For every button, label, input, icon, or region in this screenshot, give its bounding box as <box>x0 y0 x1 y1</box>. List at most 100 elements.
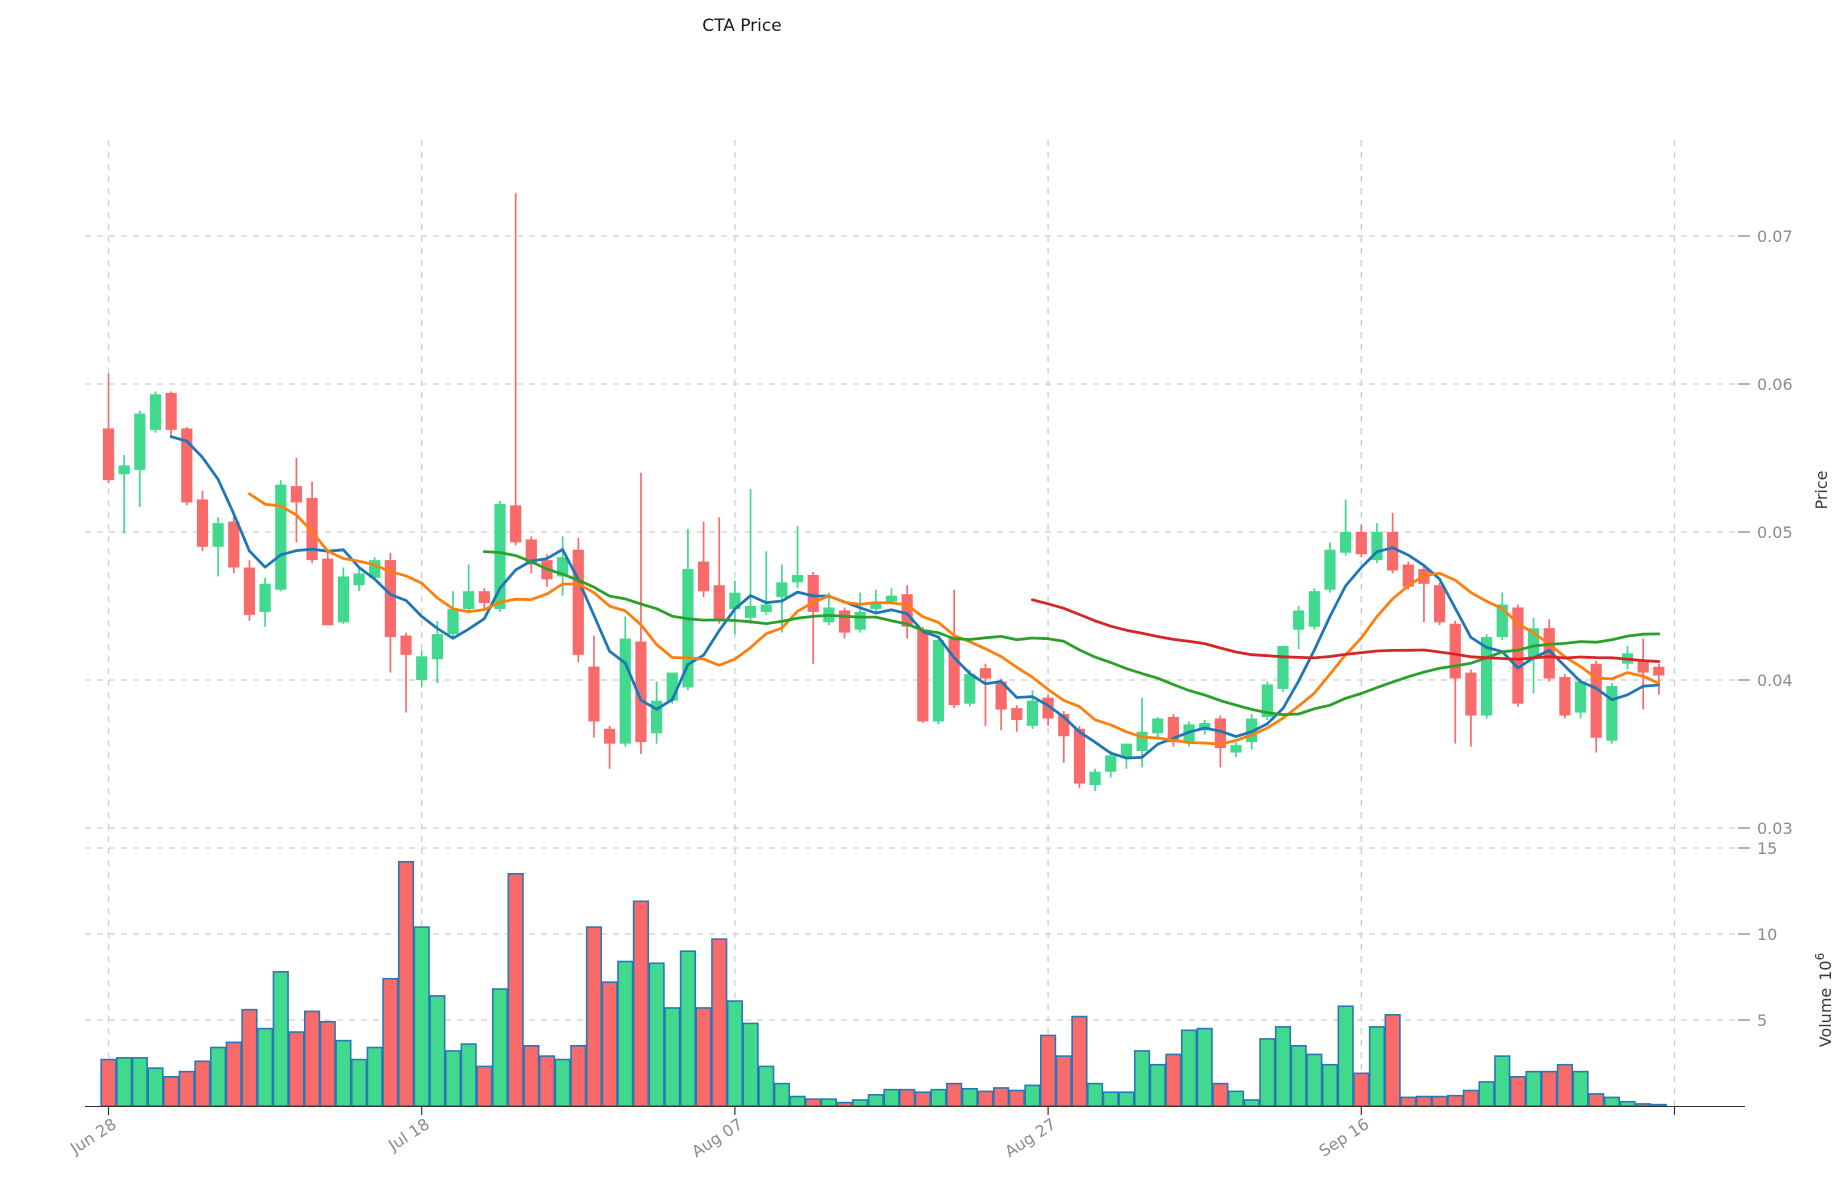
candle-body <box>1465 672 1477 716</box>
candle-body <box>697 561 710 592</box>
candle <box>322 551 334 626</box>
candle-body <box>181 428 193 503</box>
candle <box>1293 606 1305 649</box>
candle-body <box>102 428 115 481</box>
candle <box>1606 682 1618 744</box>
candle-body <box>1512 607 1524 704</box>
candle-body <box>666 672 678 701</box>
candle <box>431 620 443 683</box>
volume-bar <box>711 938 728 1107</box>
candle-body <box>651 700 663 734</box>
candle-body <box>1434 585 1446 623</box>
volume-bar <box>1102 1091 1119 1107</box>
volume-bar <box>946 1082 963 1107</box>
volume-bar <box>1055 1055 1072 1107</box>
volume-bar <box>977 1090 994 1107</box>
candle-body <box>1480 637 1493 716</box>
date-tick-label: Jun 28 <box>66 1114 120 1158</box>
volume-bar <box>1227 1090 1245 1107</box>
candle-body <box>1152 718 1164 734</box>
candle <box>525 536 537 574</box>
candle-body <box>353 573 365 586</box>
ma-slow-line <box>482 550 1661 717</box>
candle <box>1355 524 1367 558</box>
volume-bar <box>852 1099 869 1107</box>
candle <box>651 681 663 744</box>
volume-bar <box>303 1010 321 1107</box>
candle <box>149 391 162 433</box>
candle <box>1387 512 1399 574</box>
candle <box>838 607 851 639</box>
candle-body <box>1214 718 1226 749</box>
volume-bar <box>1619 1100 1636 1107</box>
candle <box>1058 711 1070 763</box>
volume-bar <box>1650 1103 1667 1107</box>
candle <box>588 635 600 738</box>
volume-bar <box>366 1046 383 1107</box>
candle-body <box>463 591 475 609</box>
candle-body <box>1073 728 1086 784</box>
candle-body <box>557 557 569 577</box>
candle-body <box>1371 532 1383 561</box>
candle <box>1637 638 1649 710</box>
candle-body <box>572 549 584 655</box>
candle-body <box>290 486 303 503</box>
candle-body <box>416 656 428 680</box>
candle <box>619 616 631 747</box>
candle <box>447 591 459 639</box>
volume-bar <box>1588 1093 1605 1107</box>
candle-body <box>1261 684 1273 717</box>
volume-bar <box>1447 1094 1464 1107</box>
candle <box>416 650 428 688</box>
ma-medium-line <box>247 492 1661 746</box>
candle <box>259 577 271 627</box>
volume-bar <box>1086 1082 1104 1107</box>
candle-body <box>118 465 130 475</box>
candle <box>463 564 475 614</box>
volume-bar <box>1133 1050 1151 1107</box>
volume-bar <box>570 1045 587 1107</box>
volume-bar <box>382 977 399 1107</box>
volume-axis-label-text: Volume <box>1816 988 1835 1048</box>
candle-body <box>165 392 177 430</box>
volume-bar <box>256 1027 274 1107</box>
volume-bar <box>899 1088 916 1107</box>
candle-body <box>744 606 757 618</box>
volume-bar <box>1306 1053 1323 1107</box>
date-tick-label: Sep 16 <box>1315 1114 1372 1160</box>
ma-long-line <box>1031 598 1661 663</box>
candle-body <box>384 560 396 638</box>
volume-bar <box>1384 1014 1401 1107</box>
volume-bar <box>1337 1005 1354 1107</box>
candle-body <box>948 638 960 706</box>
volume-bar <box>1353 1072 1370 1107</box>
candle-body <box>588 666 600 722</box>
candle-body <box>682 569 694 688</box>
volume-bar <box>1462 1089 1480 1107</box>
candle-body <box>791 574 804 583</box>
volume-bar <box>1196 1027 1213 1107</box>
volume-bar <box>131 1057 148 1107</box>
volume-tick-label: 5 <box>1757 1011 1767 1030</box>
candle-body <box>1120 743 1132 759</box>
volume-bar <box>993 1087 1010 1107</box>
volume-bar <box>1008 1089 1025 1107</box>
candle-body <box>1574 681 1587 713</box>
date-tick-label: Aug 07 <box>688 1114 746 1161</box>
candle-body <box>306 497 318 561</box>
candle <box>901 585 913 639</box>
candle-body <box>854 611 866 630</box>
volume-bar <box>1494 1055 1511 1107</box>
candle-body <box>964 674 976 704</box>
candle-body <box>1089 771 1101 786</box>
volume-axis-exp-power: 6 <box>1813 953 1827 961</box>
price-tick-label: 0.05 <box>1757 523 1793 542</box>
volume-bar <box>1118 1091 1135 1107</box>
candle-body <box>870 601 882 609</box>
candle-body <box>1308 591 1320 627</box>
candle <box>870 589 882 612</box>
volume-bar <box>288 1031 305 1107</box>
volume-bar <box>1400 1096 1417 1107</box>
volume-bar <box>632 900 650 1107</box>
